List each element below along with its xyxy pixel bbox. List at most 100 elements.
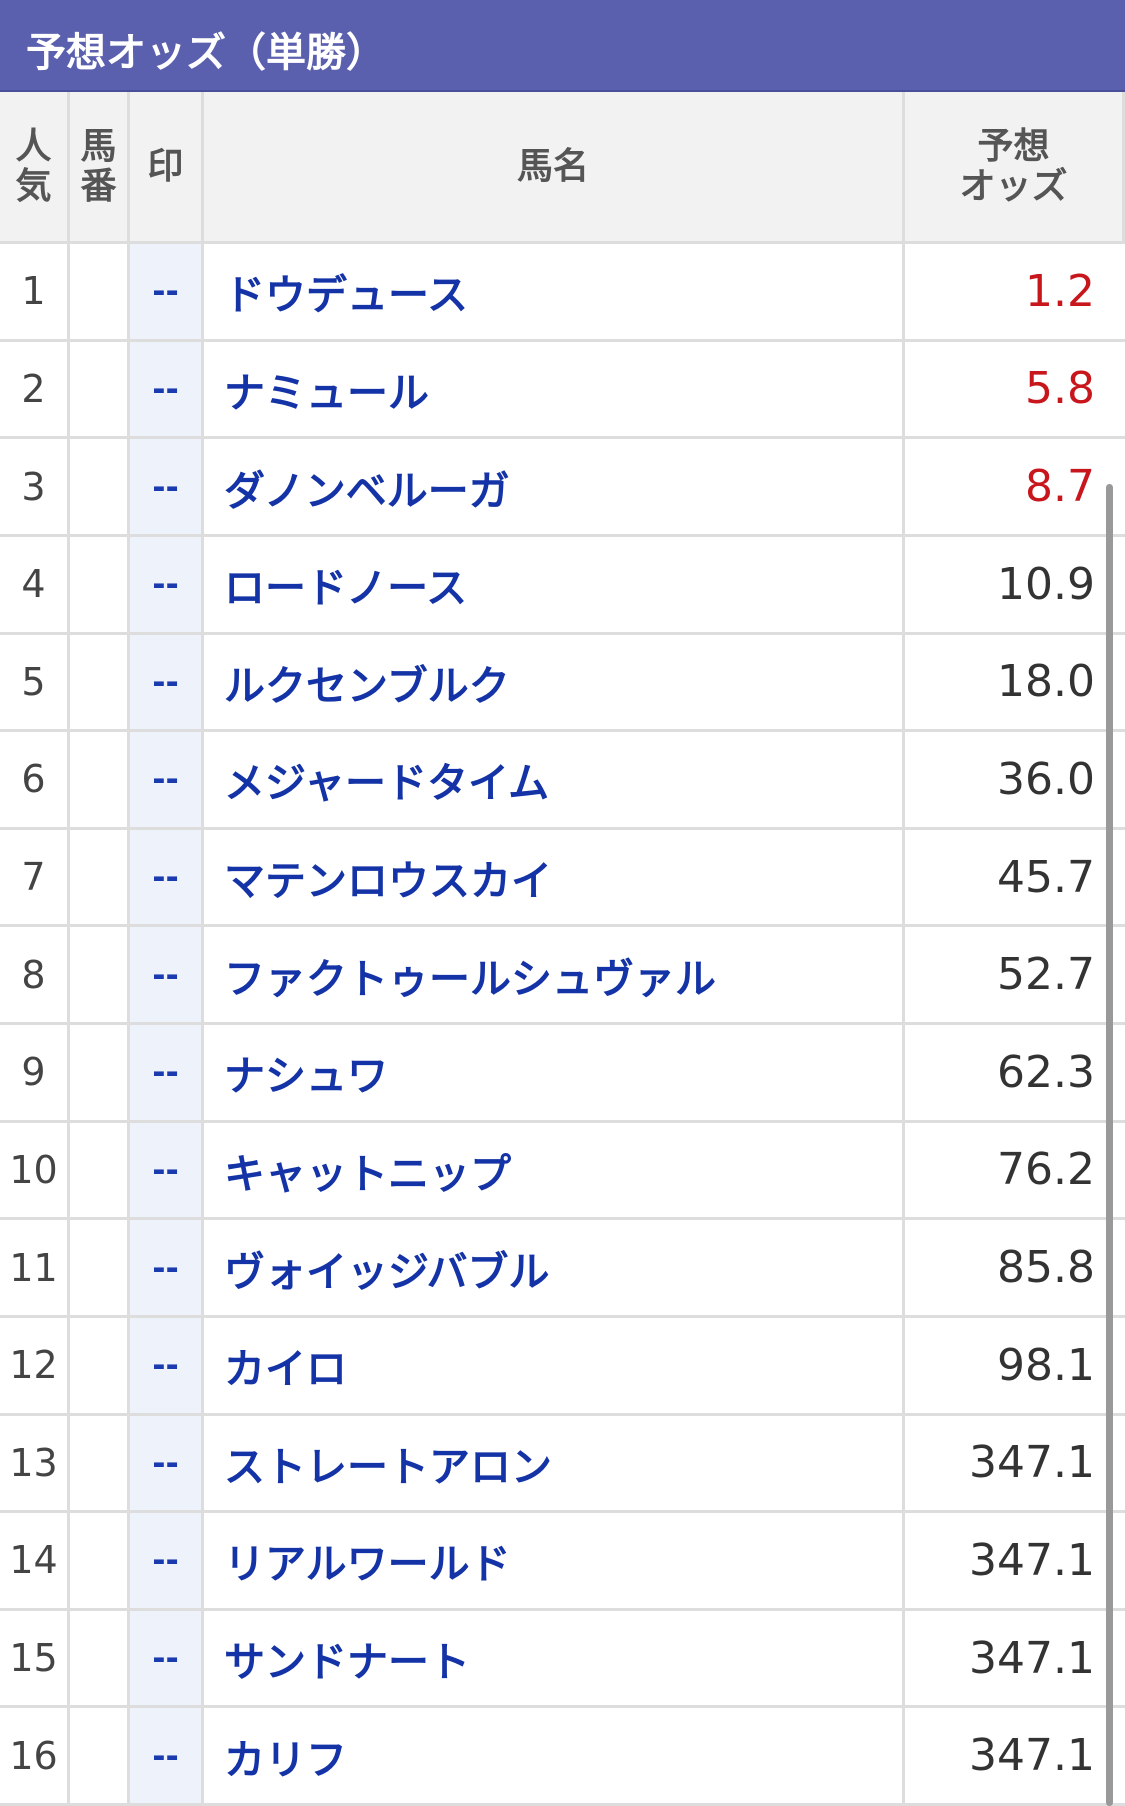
horse-row[interactable]: 5 -- ルクセンブルク 18.0	[0, 634, 1125, 733]
popularity-rank: 5	[0, 634, 70, 730]
horse-row[interactable]: 12 -- カイロ 98.1	[0, 1317, 1125, 1416]
horse-number	[70, 1317, 130, 1413]
horse-row[interactable]: 2 -- ナミュール 5.8	[0, 341, 1125, 440]
win-odds: 18.0	[997, 656, 1095, 708]
popularity-rank: 10	[0, 1122, 70, 1218]
horse-name: ヴォイッジバブル	[204, 1220, 905, 1315]
prediction-mark: --	[130, 732, 204, 827]
column-header-line: オッズ	[959, 165, 1068, 207]
prediction-mark: --	[130, 829, 204, 925]
prediction-mark: --	[130, 1708, 204, 1803]
horse-row[interactable]: 13 -- ストレートアロン 347.1	[0, 1415, 1125, 1514]
column-header-line: 馬	[80, 125, 117, 167]
prediction-mark: --	[130, 1415, 204, 1511]
prediction-mark: --	[130, 536, 204, 632]
prediction-mark: --	[130, 1317, 204, 1413]
prediction-mark: --	[130, 1513, 204, 1608]
column-header: 人気	[0, 92, 70, 241]
popularity-rank: 16	[0, 1708, 70, 1803]
prediction-mark: --	[130, 439, 204, 534]
horse-row[interactable]: 8 -- ファクトゥールシュヴァル 52.7	[0, 927, 1125, 1025]
win-odds: 52.7	[997, 949, 1095, 1001]
horse-name: リアルワールド	[204, 1513, 905, 1608]
win-odds: 36.0	[997, 753, 1095, 805]
popularity-rank: 11	[0, 1220, 70, 1315]
horse-name: ナミュール	[204, 341, 905, 437]
horse-row[interactable]: 4 -- ロードノース 10.9	[0, 536, 1125, 635]
horse-name: ルクセンブルク	[204, 634, 905, 730]
popularity-rank: 2	[0, 341, 70, 437]
win-odds: 5.8	[1025, 363, 1095, 415]
horse-row[interactable]: 16 -- カリフ 347.1	[0, 1708, 1125, 1806]
horse-row[interactable]: 7 -- マテンロウスカイ 45.7	[0, 829, 1125, 928]
horse-number	[70, 1610, 130, 1706]
win-odds: 45.7	[997, 851, 1095, 903]
horse-number	[70, 1025, 130, 1120]
horse-number	[70, 341, 130, 437]
horse-number	[70, 732, 130, 827]
horse-row[interactable]: 15 -- サンドナート 347.1	[0, 1610, 1125, 1709]
popularity-rank: 14	[0, 1513, 70, 1608]
header-title: 予想オッズ（単勝）	[26, 30, 386, 76]
win-odds: 62.3	[997, 1046, 1095, 1098]
prediction-mark: --	[130, 1220, 204, 1315]
win-odds: 85.8	[997, 1242, 1095, 1294]
horse-row[interactable]: 6 -- メジャードタイム 36.0	[0, 732, 1125, 830]
horse-row[interactable]: 11 -- ヴォイッジバブル 85.8	[0, 1220, 1125, 1318]
horse-number	[70, 1220, 130, 1315]
prediction-mark: --	[130, 341, 204, 437]
horse-row[interactable]: 14 -- リアルワールド 347.1	[0, 1513, 1125, 1611]
horse-name: ファクトゥールシュヴァル	[204, 927, 905, 1022]
prediction-mark: --	[130, 1122, 204, 1218]
horse-number	[70, 439, 130, 534]
column-header-line: 予想	[977, 125, 1050, 167]
horse-name: カイロ	[204, 1317, 905, 1413]
popularity-rank: 1	[0, 244, 70, 339]
horse-name: マテンロウスカイ	[204, 829, 905, 925]
win-odds: 347.1	[969, 1437, 1095, 1489]
horse-number	[70, 1415, 130, 1511]
horse-number	[70, 829, 130, 925]
win-odds: 347.1	[969, 1632, 1095, 1684]
prediction-mark: --	[130, 244, 204, 339]
prediction-mark: --	[130, 927, 204, 1022]
popularity-rank: 8	[0, 927, 70, 1022]
popularity-rank: 12	[0, 1317, 70, 1413]
column-header: 馬名	[204, 92, 905, 241]
win-odds: 1.2	[1025, 265, 1095, 317]
horse-row[interactable]: 1 -- ドウデュース 1.2	[0, 244, 1125, 342]
horse-row[interactable]: 3 -- ダノンベルーガ 8.7	[0, 439, 1125, 537]
popularity-rank: 15	[0, 1610, 70, 1706]
horse-name: サンドナート	[204, 1610, 905, 1706]
horse-row[interactable]: 10 -- キャットニップ 76.2	[0, 1122, 1125, 1221]
column-header-line: 馬名	[516, 145, 589, 187]
win-odds: 76.2	[997, 1144, 1095, 1196]
horse-name: ダノンベルーガ	[204, 439, 905, 534]
horse-name: ロードノース	[204, 536, 905, 632]
prediction-mark: --	[130, 1025, 204, 1120]
horse-number	[70, 1122, 130, 1218]
column-header-line: 気	[15, 165, 52, 207]
horse-name: メジャードタイム	[204, 732, 905, 827]
horse-number	[70, 927, 130, 1022]
prediction-mark: --	[130, 1610, 204, 1706]
horse-number	[70, 536, 130, 632]
horse-name: キャットニップ	[204, 1122, 905, 1218]
horse-row[interactable]: 9 -- ナシュワ 62.3	[0, 1025, 1125, 1123]
horse-name: カリフ	[204, 1708, 905, 1803]
win-odds: 8.7	[1025, 461, 1095, 513]
header-bar: 予想オッズ（単勝）	[0, 0, 1125, 92]
column-header: 馬番	[70, 92, 130, 241]
column-header-line: 番	[80, 165, 117, 207]
horse-number	[70, 634, 130, 730]
horse-number	[70, 244, 130, 339]
win-odds: 10.9	[997, 558, 1095, 610]
popularity-rank: 13	[0, 1415, 70, 1511]
horse-name: ドウデュース	[204, 244, 905, 339]
horse-name: ナシュワ	[204, 1025, 905, 1120]
popularity-rank: 3	[0, 439, 70, 534]
win-odds: 347.1	[969, 1534, 1095, 1586]
column-header-line: 印	[147, 145, 184, 187]
popularity-rank: 6	[0, 732, 70, 827]
